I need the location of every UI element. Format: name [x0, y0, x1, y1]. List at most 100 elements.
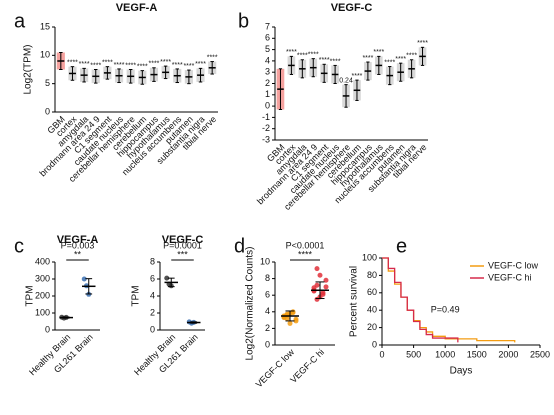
p-value: P<0.0001 — [286, 240, 325, 250]
data-point — [81, 276, 87, 282]
y-tick-label: 8 — [265, 273, 270, 283]
y-tick-label: 8 — [150, 256, 155, 266]
chart-title: VEGF-A — [116, 2, 158, 14]
x-tick-label: 500 — [406, 349, 421, 359]
x-axis-label: Days — [450, 366, 473, 377]
y-tick-label: 100 — [35, 307, 50, 317]
significance: ** — [74, 249, 82, 259]
significance: *** — [177, 249, 188, 259]
y-tick-label: 15 — [40, 21, 50, 31]
y-tick-label: -2 — [262, 123, 270, 133]
data-point — [317, 272, 323, 278]
significance: **** — [417, 40, 428, 47]
legend-label: VEGF-C low — [488, 260, 539, 270]
p-value: P=0.003 — [61, 240, 95, 250]
y-tick-label: 0 — [265, 339, 270, 349]
panel-letter: e — [396, 235, 407, 257]
significance: **** — [406, 53, 417, 60]
y-tick-label: 7 — [265, 21, 270, 31]
significance: **** — [384, 59, 395, 66]
y-tick-label: 0 — [45, 324, 50, 334]
y-tick-label: 400 — [35, 256, 50, 266]
x-tick-label: VEGF-C low — [254, 347, 297, 390]
data-point — [314, 296, 320, 302]
significance: **** — [297, 53, 308, 60]
y-tick-label: 3 — [265, 67, 270, 77]
significance: **** — [330, 58, 341, 65]
data-point — [164, 275, 170, 281]
significance: **** — [395, 56, 406, 63]
p-value: P=0.0001 — [163, 240, 202, 250]
significance: **** — [362, 55, 373, 62]
data-point — [320, 290, 326, 296]
y-tick-label: 2 — [150, 307, 155, 317]
chart-title: VEGF-A — [57, 234, 99, 246]
y-tick-label: 60 — [367, 287, 377, 297]
y-tick-label: -3 — [262, 134, 270, 144]
y-axis-label: TPM — [25, 285, 36, 306]
data-point — [323, 284, 329, 290]
significance: **** — [308, 51, 319, 58]
survival-curve — [382, 257, 516, 343]
significance: **** — [172, 62, 183, 69]
significance: **** — [67, 60, 78, 67]
y-axis-label: Log2(Normalized Counts) — [245, 247, 256, 361]
data-point — [293, 316, 299, 322]
y-tick-label: -1 — [262, 112, 270, 122]
data-point — [323, 277, 329, 283]
x-tick-label: 2500 — [530, 349, 550, 359]
survival-curve — [382, 257, 459, 343]
y-tick-label: 2 — [265, 78, 270, 88]
y-tick-label: 40 — [367, 305, 377, 315]
significance: **** — [102, 60, 113, 67]
significance: **** — [79, 61, 90, 68]
y-tick-label: 6 — [265, 290, 270, 300]
legend-label: VEGF-C hi — [488, 272, 532, 282]
significance: **** — [319, 57, 330, 64]
significance: 0.24 — [339, 77, 353, 84]
y-tick-label: 80 — [367, 270, 377, 280]
y-tick-label: 6 — [150, 273, 155, 283]
significance: **** — [195, 61, 206, 68]
y-axis-label: TPM — [131, 285, 142, 306]
panel-letter: c — [14, 235, 24, 257]
y-tick-label: 4 — [150, 290, 155, 300]
y-tick-label: 10 — [260, 256, 270, 266]
y-tick-label: 10 — [40, 50, 50, 60]
x-tick-label: 2000 — [498, 349, 518, 359]
y-tick-label: 0 — [265, 100, 270, 110]
y-tick-label: 0 — [372, 339, 377, 349]
chart-title: VEGF-C — [331, 2, 373, 14]
data-point — [287, 320, 293, 326]
significance: **** — [137, 63, 148, 70]
y-axis-label: Percent survival — [349, 266, 360, 337]
significance: **** — [114, 62, 125, 69]
y-tick-label: 4 — [265, 55, 270, 65]
y-tick-label: 300 — [35, 273, 50, 283]
y-tick-label: 200 — [35, 290, 50, 300]
significance: **** — [286, 49, 297, 56]
y-tick-label: 1 — [265, 89, 270, 99]
y-tick-label: 0 — [150, 324, 155, 334]
x-tick-label: 1000 — [435, 349, 455, 359]
significance: **** — [160, 59, 171, 66]
significance: **** — [373, 49, 384, 56]
y-tick-label: 0 — [45, 106, 50, 116]
significance: **** — [298, 249, 313, 259]
chart-title: VEGF-C — [162, 234, 204, 246]
data-point — [314, 266, 320, 272]
significance: **** — [149, 61, 160, 68]
y-tick-label: 4 — [265, 306, 270, 316]
y-tick-label: 20 — [367, 322, 377, 332]
panel-letter: b — [238, 10, 249, 32]
y-tick-label: 5 — [265, 44, 270, 54]
x-tick-label: 1500 — [467, 349, 487, 359]
y-tick-label: 5 — [45, 78, 50, 88]
significance: **** — [125, 62, 136, 69]
panel-letter: d — [234, 235, 245, 257]
y-tick-label: 6 — [265, 33, 270, 43]
significance: **** — [352, 73, 363, 80]
y-axis-label: Log2(TPM) — [23, 44, 34, 94]
significance: **** — [183, 63, 194, 70]
